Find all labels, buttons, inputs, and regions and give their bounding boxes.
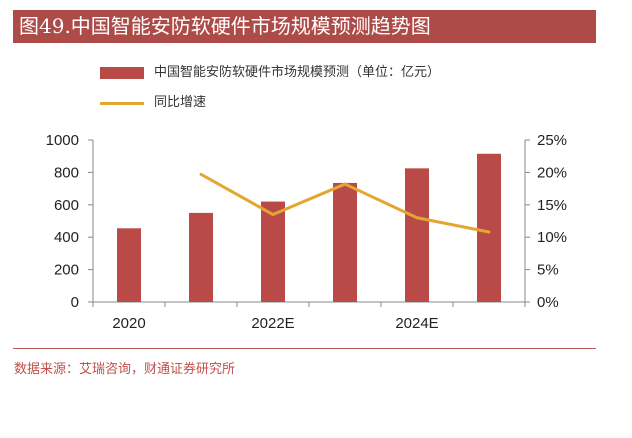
y-tick-label-left: 1000: [46, 132, 79, 149]
bar-2025E: [477, 153, 501, 302]
legend-label-bar: 中国智能安防软硬件市场规模预测（单位：亿元）: [154, 65, 441, 80]
y-tick-label-right: 5%: [537, 262, 559, 279]
x-tick-label: 2022E: [251, 315, 294, 332]
y-tick-label-right: 20%: [537, 164, 567, 181]
source-divider: [13, 348, 596, 349]
chart-title: 图49.中国智能安防软硬件市场规模预测趋势图: [19, 14, 431, 38]
source-note: 数据来源：艾瑞咨询，财通证券研究所: [14, 362, 236, 377]
growth-point-2024E: [415, 216, 419, 220]
growth-point-2022E: [271, 213, 275, 217]
bar-2023E: [333, 182, 357, 302]
bar-2021E: [189, 212, 213, 302]
growth-point-2023E: [343, 182, 347, 186]
y-tick-label-left: 200: [54, 262, 79, 279]
y-tick-label-right: 10%: [537, 229, 567, 246]
y-tick-label-left: 800: [54, 164, 79, 181]
y-tick-label-left: 0: [71, 294, 79, 311]
y-tick-label-right: 15%: [537, 197, 567, 214]
y-tick-label-left: 600: [54, 197, 79, 214]
legend-swatch-line: [100, 102, 144, 105]
bar-2020: [117, 228, 141, 302]
y-tick-label-right: 0%: [537, 294, 559, 311]
growth-point-2021E: [199, 172, 203, 176]
x-tick-label: 2024E: [395, 315, 438, 332]
bar-2024E: [405, 168, 429, 302]
legend-swatch-bar: [100, 67, 144, 79]
title-bar: 图49.中国智能安防软硬件市场规模预测趋势图: [13, 10, 596, 43]
bar-2022E: [261, 201, 285, 302]
growth-point-2025E: [487, 230, 491, 234]
legend-label-line: 同比增速: [154, 95, 207, 110]
x-tick-label: 2020: [112, 315, 145, 332]
y-tick-label-left: 400: [54, 229, 79, 246]
y-tick-label-right: 25%: [537, 132, 567, 149]
combo-chart: 0 200 400 600 800 1000 0% 5% 10% 15% 20% 25% 2020 202…: [46, 132, 567, 332]
